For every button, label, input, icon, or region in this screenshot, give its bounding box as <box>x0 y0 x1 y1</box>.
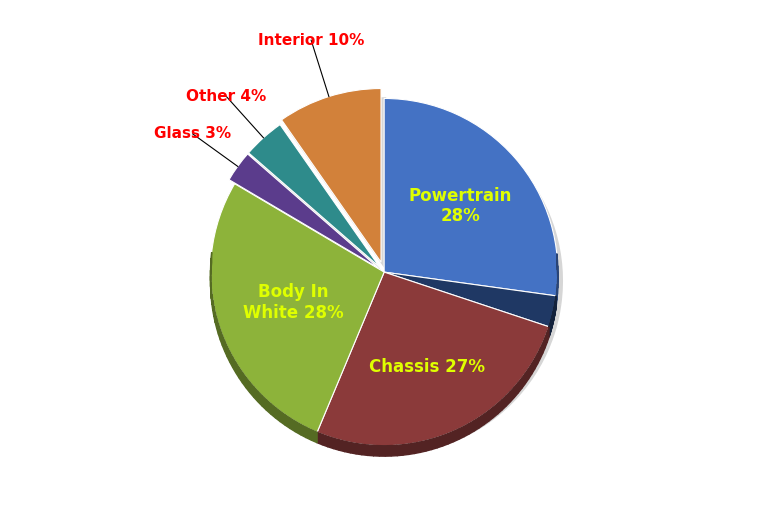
Polygon shape <box>431 437 437 450</box>
Polygon shape <box>442 434 448 446</box>
Polygon shape <box>242 372 246 388</box>
Polygon shape <box>403 444 408 455</box>
Polygon shape <box>545 332 547 348</box>
Polygon shape <box>484 411 488 425</box>
Wedge shape <box>211 184 384 432</box>
Polygon shape <box>212 300 214 316</box>
Polygon shape <box>350 442 356 454</box>
Polygon shape <box>532 359 535 374</box>
Polygon shape <box>474 418 479 431</box>
Polygon shape <box>306 427 311 440</box>
Polygon shape <box>453 429 459 442</box>
Polygon shape <box>368 445 374 456</box>
Polygon shape <box>281 411 285 425</box>
Polygon shape <box>236 362 239 378</box>
Polygon shape <box>420 440 426 453</box>
Polygon shape <box>374 446 379 456</box>
Wedge shape <box>384 272 556 327</box>
Polygon shape <box>362 444 368 455</box>
Wedge shape <box>322 281 554 455</box>
Polygon shape <box>493 403 498 418</box>
Wedge shape <box>254 133 385 276</box>
Polygon shape <box>469 421 474 434</box>
Text: Chassis 27%: Chassis 27% <box>369 358 485 376</box>
Polygon shape <box>219 324 220 340</box>
Polygon shape <box>415 442 420 454</box>
Polygon shape <box>333 438 339 450</box>
Polygon shape <box>547 327 549 343</box>
Polygon shape <box>246 377 250 393</box>
Polygon shape <box>317 432 322 445</box>
Polygon shape <box>506 391 510 406</box>
Polygon shape <box>397 444 403 456</box>
Polygon shape <box>510 387 514 402</box>
Wedge shape <box>390 281 561 335</box>
Polygon shape <box>498 400 502 414</box>
Polygon shape <box>271 404 276 418</box>
Polygon shape <box>216 318 219 334</box>
Polygon shape <box>223 335 225 352</box>
Polygon shape <box>502 396 506 410</box>
Polygon shape <box>285 415 290 429</box>
Polygon shape <box>479 414 484 428</box>
Polygon shape <box>250 382 254 397</box>
Polygon shape <box>267 400 271 414</box>
Text: Body In
White 28%: Body In White 28% <box>243 283 344 322</box>
Wedge shape <box>229 154 379 268</box>
Polygon shape <box>356 443 362 455</box>
Polygon shape <box>276 407 281 422</box>
Polygon shape <box>233 357 236 373</box>
Polygon shape <box>540 343 543 359</box>
Polygon shape <box>514 383 518 397</box>
Polygon shape <box>426 439 431 451</box>
Polygon shape <box>262 396 267 410</box>
Polygon shape <box>220 330 223 346</box>
Polygon shape <box>328 436 333 449</box>
Wedge shape <box>216 193 390 441</box>
Polygon shape <box>408 443 415 455</box>
Polygon shape <box>464 424 469 437</box>
Polygon shape <box>227 346 230 362</box>
Wedge shape <box>281 88 381 262</box>
Wedge shape <box>384 99 557 296</box>
Polygon shape <box>311 430 317 442</box>
Polygon shape <box>391 446 397 456</box>
Polygon shape <box>521 373 525 389</box>
Polygon shape <box>538 348 540 364</box>
Polygon shape <box>230 352 233 368</box>
Polygon shape <box>437 436 442 448</box>
Polygon shape <box>239 367 242 383</box>
Text: Other 4%: Other 4% <box>186 89 267 104</box>
Wedge shape <box>317 272 549 446</box>
Polygon shape <box>543 338 545 354</box>
Polygon shape <box>459 426 464 439</box>
Polygon shape <box>322 434 328 447</box>
Text: Interior 10%: Interior 10% <box>258 33 365 48</box>
Polygon shape <box>518 378 521 393</box>
Polygon shape <box>296 422 301 435</box>
Polygon shape <box>254 387 258 402</box>
Polygon shape <box>535 354 538 369</box>
Wedge shape <box>234 163 383 277</box>
Polygon shape <box>290 418 296 432</box>
Polygon shape <box>386 446 391 456</box>
Polygon shape <box>345 441 350 453</box>
Text: Glass 3%: Glass 3% <box>154 126 231 141</box>
Polygon shape <box>225 341 227 357</box>
Wedge shape <box>287 97 387 271</box>
Polygon shape <box>214 306 216 323</box>
Polygon shape <box>528 364 532 379</box>
Polygon shape <box>301 424 306 437</box>
Polygon shape <box>525 369 528 384</box>
Wedge shape <box>249 124 379 267</box>
Polygon shape <box>488 407 493 421</box>
Wedge shape <box>390 107 563 304</box>
Polygon shape <box>448 431 453 444</box>
Polygon shape <box>339 440 345 452</box>
Polygon shape <box>379 446 386 456</box>
Polygon shape <box>258 391 262 406</box>
Text: Powertrain
28%: Powertrain 28% <box>408 186 512 226</box>
